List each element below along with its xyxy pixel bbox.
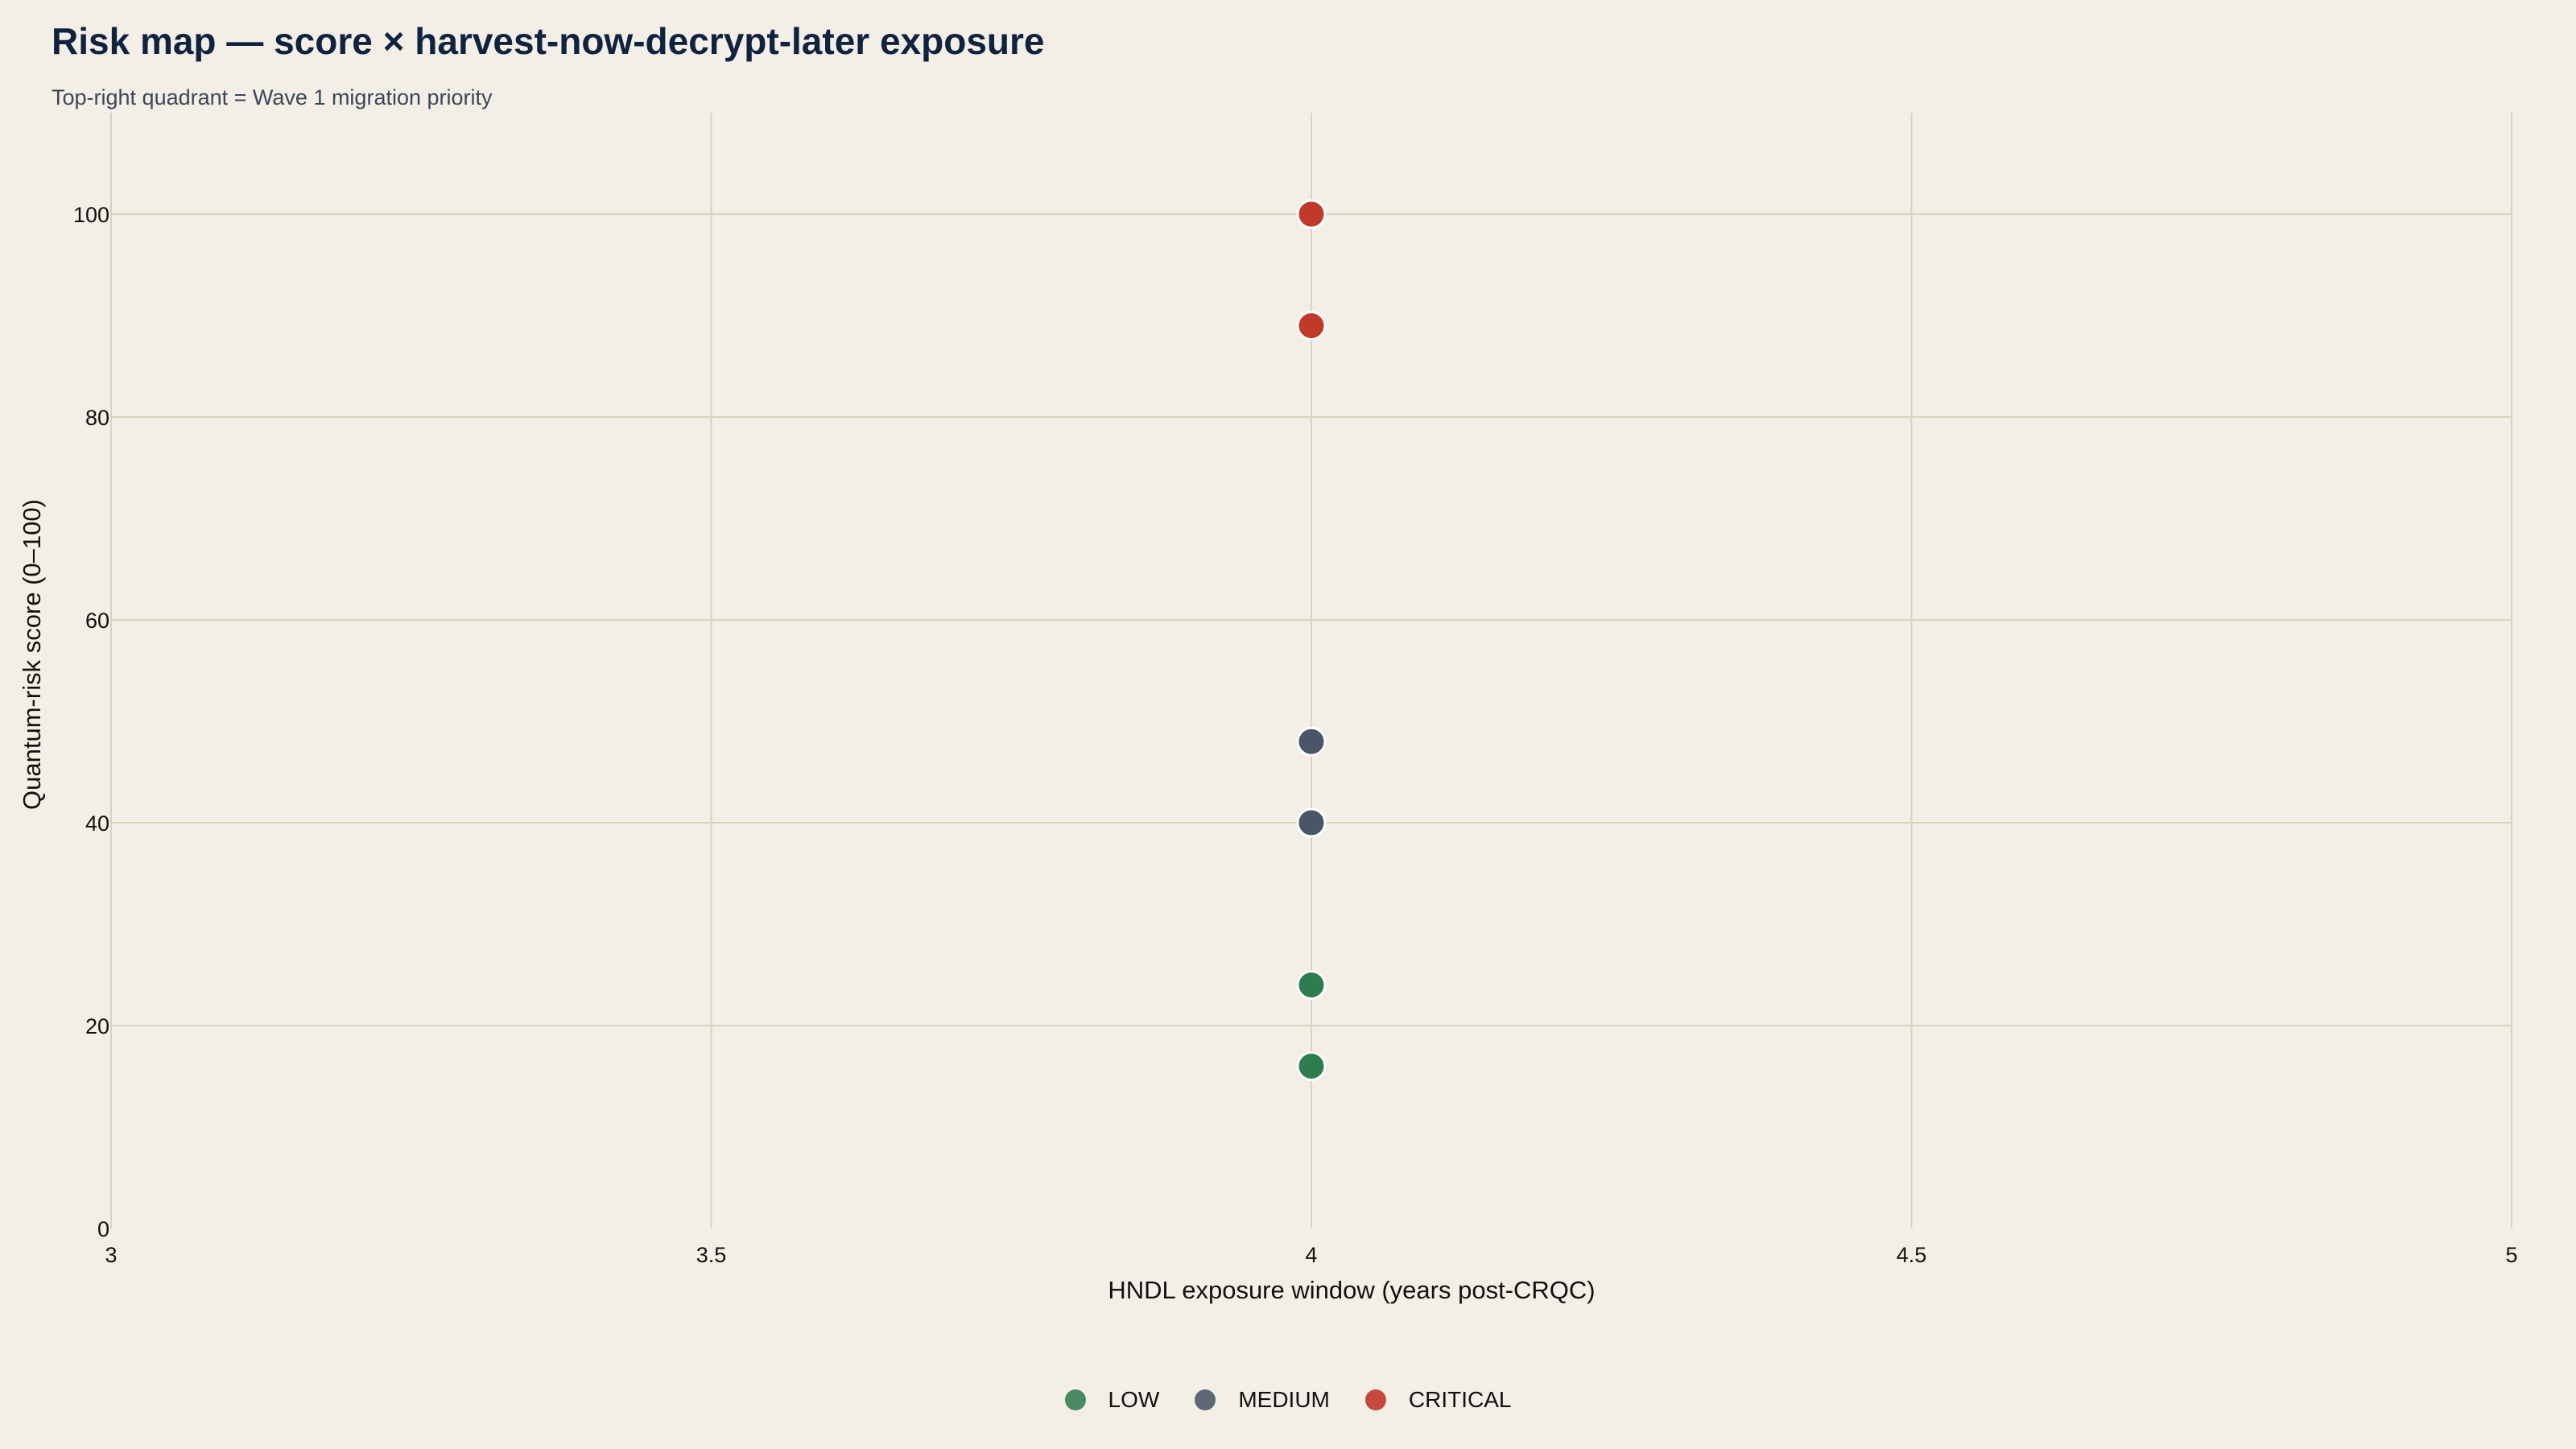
legend-label: CRITICAL (1408, 1387, 1512, 1412)
chart-title: Risk map — score × harvest-now-decrypt-l… (52, 20, 1045, 62)
y-tick-label: 80 (85, 406, 109, 430)
legend-item-low[interactable]: LOW (1064, 1387, 1160, 1413)
legend-label: MEDIUM (1238, 1387, 1330, 1412)
data-point-low (1296, 1051, 1327, 1081)
x-tick-label: 5 (2505, 1243, 2517, 1267)
y-tick-label: 0 (97, 1217, 109, 1241)
legend-label: LOW (1108, 1387, 1160, 1412)
x-tick-label: 3 (105, 1243, 117, 1267)
data-point-critical (1296, 199, 1327, 229)
x-axis-title: HNDL exposure window (years post-CRQC) (1108, 1276, 1595, 1304)
x-tick-label: 4 (1305, 1243, 1317, 1267)
data-point-medium (1296, 807, 1327, 838)
x-tick-label: 4.5 (1897, 1243, 1927, 1267)
legend-item-critical[interactable]: CRITICAL (1364, 1387, 1512, 1413)
legend-marker-icon (1364, 1389, 1386, 1410)
x-tick-label: 3.5 (696, 1243, 727, 1267)
y-tick-label: 20 (85, 1014, 109, 1038)
legend-marker-icon (1195, 1389, 1216, 1410)
data-point-low (1296, 970, 1327, 1001)
legend-item-medium[interactable]: MEDIUM (1195, 1387, 1330, 1413)
y-tick-label: 40 (85, 811, 109, 836)
data-point-critical (1296, 311, 1327, 341)
y-tick-label: 100 (73, 203, 109, 227)
chart-subtitle: Top-right quadrant = Wave 1 migration pr… (52, 85, 493, 109)
data-point-medium (1296, 726, 1327, 757)
chart-legend: LOW MEDIUM CRITICAL (0, 1387, 2576, 1413)
legend-marker-icon (1064, 1389, 1086, 1410)
y-axis-title: Quantum-risk score (0–100) (18, 499, 46, 810)
y-tick-label: 60 (85, 609, 109, 633)
